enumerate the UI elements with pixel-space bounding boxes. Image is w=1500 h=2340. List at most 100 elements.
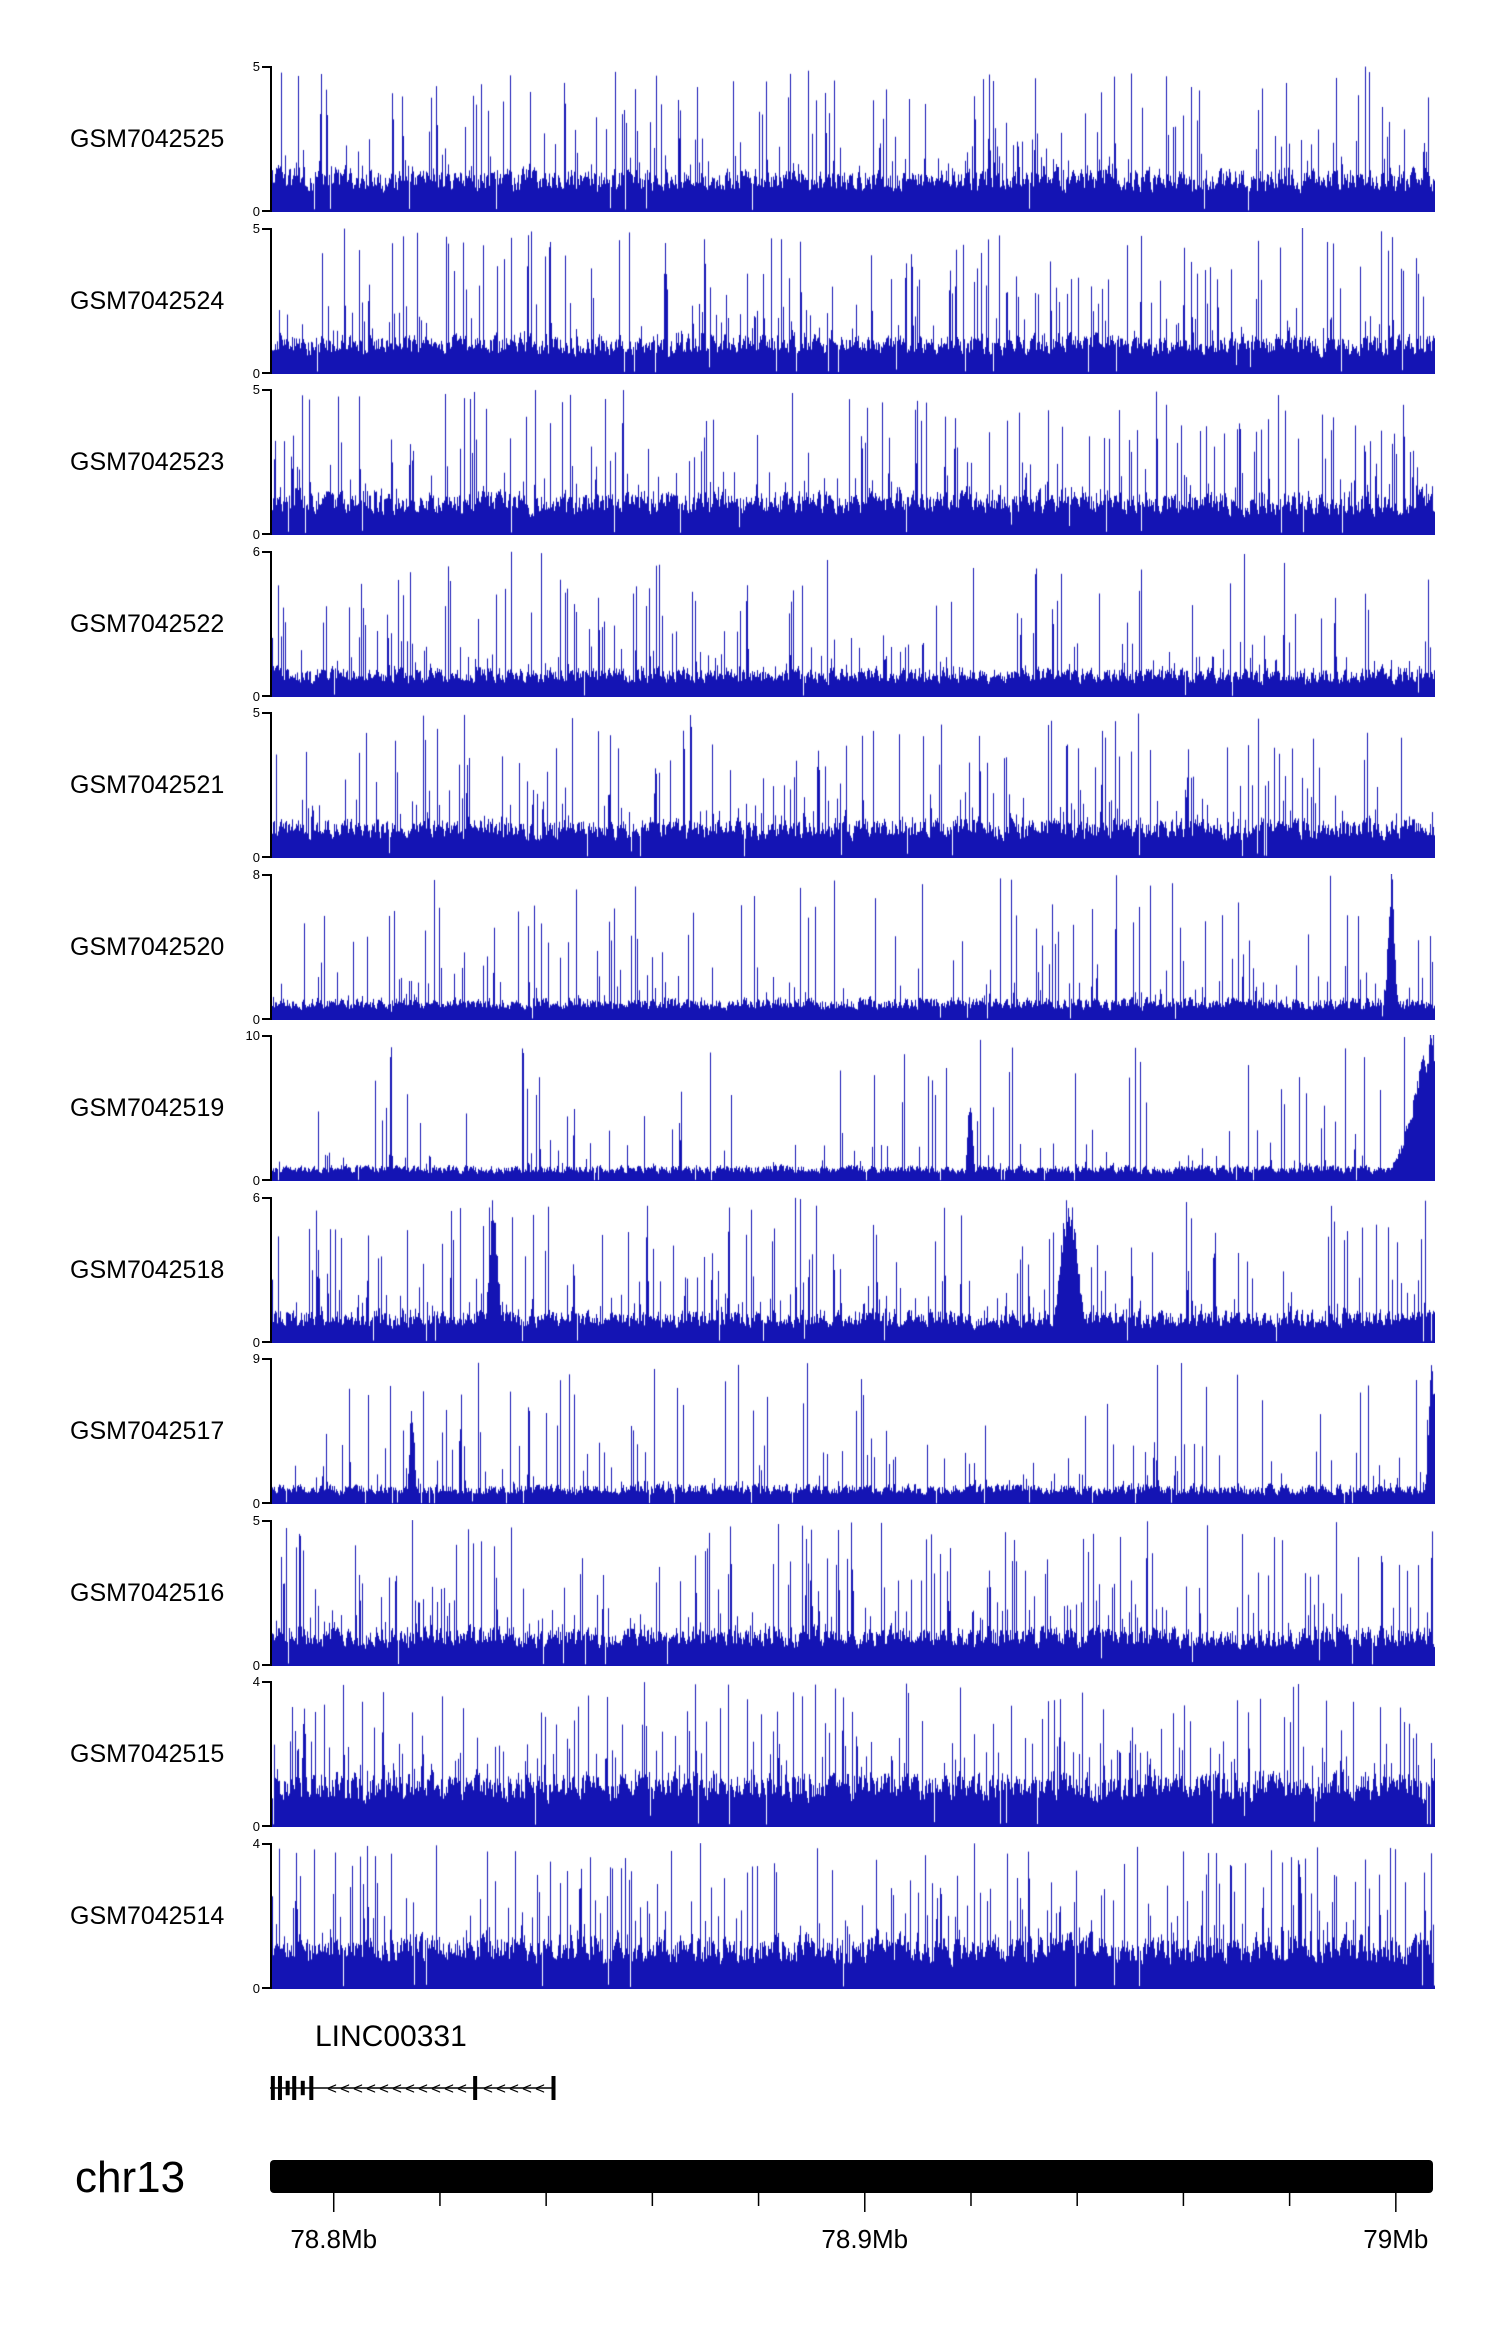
gene-exon (309, 2076, 314, 2100)
track-label: GSM7042522 (70, 609, 225, 638)
chromosome-bar (270, 2160, 1433, 2193)
gene-strand-arrow-icon: < (366, 2079, 376, 2098)
gene-strand-arrow-icon: < (444, 2079, 454, 2098)
gene-strand-arrow-icon: < (522, 2079, 532, 2098)
gene-exon (300, 2080, 305, 2096)
y-axis-top-tick (262, 1196, 270, 1199)
track-label: GSM7042520 (70, 932, 225, 961)
gene-strand-arrow-icon: < (418, 2079, 428, 2098)
track-label: GSM7042517 (70, 1417, 225, 1445)
y-axis-max-label: 5 (252, 705, 260, 720)
gene-exon (285, 2080, 290, 2096)
gene-strand-arrow-icon: < (327, 2079, 337, 2098)
track-label: GSM7042516 (70, 1578, 225, 1607)
track-row: GSM7042518 6 0 (0, 1191, 1500, 1349)
track-label: GSM7042515 (70, 1740, 225, 1768)
gene-strand-arrow-icon: < (392, 2079, 402, 2098)
y-axis-zero-tick (262, 1340, 270, 1343)
y-axis-zero-label: 0 (252, 1657, 260, 1673)
gene-strand-arrow-icon: < (340, 2079, 350, 2098)
y-axis-max-label: 4 (252, 1835, 260, 1851)
gene-strand-arrow-icon: < (379, 2079, 389, 2098)
gene-name-label: LINC00331 (315, 2020, 467, 2053)
track-row: GSM7042516 5 0 (0, 1514, 1500, 1672)
y-axis-max-label: 5 (252, 382, 260, 397)
track-label: GSM7042514 (70, 1901, 225, 1930)
gene-exon (473, 2076, 478, 2100)
y-axis-top-tick (262, 1358, 270, 1360)
y-axis-zero-tick (262, 1179, 270, 1181)
gene-strand-arrow-icon: < (405, 2079, 415, 2098)
track-row: GSM7042521 5 0 (0, 706, 1500, 864)
gene-strand-arrow-icon: < (496, 2079, 506, 2098)
y-axis-max-label: 5 (252, 220, 260, 236)
y-axis-zero-tick (262, 1986, 270, 1989)
chromosome-ideogram-axis: 78.8Mb 78.9Mb 79Mb (270, 2160, 1433, 2254)
y-axis-top-tick (262, 1519, 270, 1522)
track-row: GSM7042515 4 0 (0, 1675, 1500, 1833)
y-axis-max-label: 6 (252, 1189, 260, 1205)
track-row: GSM7042522 6 0 (0, 545, 1500, 703)
coverage-signal (272, 1519, 1435, 1666)
y-axis-top-tick (262, 873, 270, 876)
coverage-signal (272, 1681, 1435, 1827)
y-axis-max-label: 10 (245, 1028, 260, 1043)
y-axis-max-label: 9 (252, 1351, 260, 1366)
y-axis-zero-label: 0 (252, 204, 260, 219)
y-axis-zero-label: 0 (252, 1334, 260, 1350)
coverage-signal (272, 873, 1435, 1020)
track-label: GSM7042521 (70, 771, 225, 799)
axis-tick-label: 79Mb (1363, 2224, 1428, 2254)
track-label: GSM7042518 (70, 1255, 225, 1284)
y-axis-zero-label: 0 (252, 365, 260, 381)
y-axis-zero-label: 0 (252, 1173, 260, 1188)
gene-exon (277, 2076, 282, 2100)
y-axis-zero-tick (262, 1825, 270, 1827)
gene-strand-arrow-icon: < (353, 2079, 363, 2098)
y-axis-max-label: 8 (252, 866, 260, 882)
y-axis-max-label: 4 (252, 1674, 260, 1689)
track-label: GSM7042524 (70, 286, 225, 315)
y-axis-zero-tick (262, 1017, 270, 1020)
track-row: GSM7042524 5 0 (0, 222, 1500, 380)
chromosome-name-label: chr13 (75, 2153, 186, 2202)
gene-exon (551, 2076, 556, 2100)
track-label: GSM7042523 (70, 448, 225, 476)
y-axis-zero-tick (262, 1502, 270, 1504)
track-row: GSM7042523 5 0 (0, 383, 1500, 541)
y-axis-zero-label: 0 (252, 688, 260, 704)
coverage-signal (272, 66, 1435, 212)
gene-strand-arrow-icon: < (509, 2079, 519, 2098)
coverage-signal (272, 1196, 1435, 1343)
track-label: GSM7042519 (70, 1094, 225, 1122)
gene-exon (270, 2076, 275, 2100)
y-axis-zero-tick (262, 1663, 270, 1666)
track-row: GSM7042525 5 0 (0, 60, 1500, 218)
y-axis-top-tick (262, 1681, 270, 1683)
y-axis-top-tick (262, 1035, 270, 1037)
track-row: GSM7042520 8 0 (0, 868, 1500, 1026)
track-row: GSM7042514 4 0 (0, 1837, 1500, 1995)
y-axis-max-label: 6 (252, 543, 260, 559)
y-axis-top-tick (262, 227, 270, 230)
coverage-signal (272, 550, 1435, 697)
track-row: GSM7042519 10 0 (0, 1029, 1500, 1187)
y-axis-zero-label: 0 (252, 1496, 260, 1511)
y-axis-top-tick (262, 389, 270, 391)
gene-strand-arrow-icon: < (483, 2079, 493, 2098)
coverage-signal (272, 1842, 1435, 1989)
y-axis-zero-label: 0 (252, 1980, 260, 1996)
y-axis-zero-tick (262, 856, 270, 858)
y-axis-zero-tick (262, 694, 270, 697)
axis-tick-label: 78.8Mb (290, 2224, 377, 2254)
y-axis-zero-label: 0 (252, 1819, 260, 1834)
